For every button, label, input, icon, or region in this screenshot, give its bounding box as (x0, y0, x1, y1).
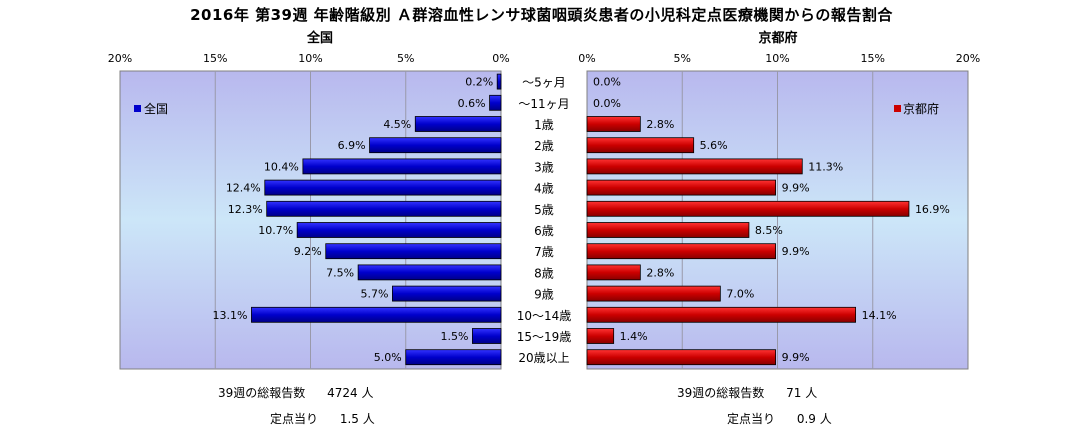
left-per-row: 定点当り 1.5 人 (270, 410, 375, 427)
data-label-kyoto: 2.8% (646, 266, 674, 279)
bar-zenkoku (296, 222, 502, 238)
category-label: 20歳以上 (518, 351, 569, 365)
data-label-zenkoku: 5.0% (374, 351, 402, 364)
bar-zenkoku (472, 328, 502, 344)
right-total-value: 71 人 (786, 386, 818, 400)
bar-zenkoku (251, 306, 502, 323)
category-label: 1歳 (534, 118, 554, 132)
bar-zenkoku (369, 137, 502, 154)
legend-label-zenkoku: 全国 (144, 101, 168, 116)
data-label-zenkoku: 12.3% (228, 203, 263, 216)
category-label: 5歳 (534, 203, 554, 217)
bar-zenkoku (266, 200, 502, 217)
data-label-kyoto: 8.5% (755, 224, 783, 237)
right-panel-title: 京都府 (758, 31, 798, 46)
data-label-zenkoku: 12.4% (226, 182, 261, 195)
bar-zenkoku (489, 94, 502, 111)
data-label-zenkoku: 0.6% (458, 97, 486, 110)
right-per-label: 定点当り (727, 412, 776, 426)
data-label-zenkoku: 4.5% (383, 118, 411, 131)
x-tick-label: 0% (492, 52, 509, 65)
category-label: 4歳 (534, 182, 554, 196)
category-label: 2歳 (534, 139, 554, 153)
data-label-kyoto: 9.9% (782, 245, 810, 258)
data-label-zenkoku: 0.2% (465, 76, 493, 89)
left-total-label: 39週の総報告数 (218, 386, 306, 400)
left-per-label: 定点当り (270, 412, 319, 426)
category-label: 8歳 (534, 266, 554, 280)
data-label-kyoto: 0.0% (593, 76, 621, 89)
x-tick-label: 15% (203, 52, 227, 65)
bar-kyoto (586, 158, 803, 175)
x-tick-label: 20% (108, 52, 132, 65)
category-label: ～5ヶ月 (522, 76, 566, 90)
category-label: 15～19歳 (517, 330, 572, 344)
category-label: 7歳 (534, 245, 554, 259)
data-label-zenkoku: 10.4% (264, 160, 299, 173)
data-label-kyoto: 16.9% (915, 203, 950, 216)
bar-zenkoku (392, 285, 502, 302)
x-tick-label: 10% (298, 52, 322, 65)
x-tick-label: 15% (861, 52, 885, 65)
bar-zenkoku (302, 158, 502, 175)
x-tick-label: 5% (674, 52, 691, 65)
bar-zenkoku (264, 179, 502, 196)
data-label-kyoto: 11.3% (808, 160, 843, 173)
x-tick-label: 10% (765, 52, 789, 65)
bar-kyoto (586, 116, 641, 132)
x-tick-label: 0% (578, 52, 595, 65)
data-label-kyoto: 14.1% (862, 309, 897, 322)
data-label-kyoto: 9.9% (782, 182, 810, 195)
data-label-kyoto: 2.8% (646, 118, 674, 131)
bar-zenkoku (496, 73, 502, 90)
data-label-zenkoku: 7.5% (326, 266, 354, 279)
category-label: 9歳 (534, 288, 554, 302)
category-label: 3歳 (534, 160, 554, 174)
left-panel-title: 全国 (306, 31, 333, 46)
bar-zenkoku (325, 243, 502, 260)
bar-zenkoku (414, 116, 502, 132)
legend-swatch-kyoto (894, 105, 901, 112)
bar-kyoto (586, 243, 776, 260)
data-label-zenkoku: 9.2% (294, 245, 322, 258)
left-per-value: 1.5 人 (339, 412, 375, 426)
right-total-row: 39週の総報告数 71 人 (677, 384, 817, 401)
data-label-kyoto: 0.0% (593, 97, 621, 110)
data-label-kyoto: 7.0% (726, 288, 754, 301)
data-label-kyoto: 1.4% (620, 330, 648, 343)
bar-zenkoku (405, 349, 502, 366)
left-total-row: 39週の総報告数 4724 人 (218, 384, 373, 401)
data-label-kyoto: 5.6% (700, 139, 728, 152)
bar-kyoto (586, 200, 910, 217)
category-label: ～11ヶ月 (518, 97, 569, 111)
data-label-zenkoku: 13.1% (212, 309, 247, 322)
category-label: 10～14歳 (517, 309, 572, 323)
right-total-label: 39週の総報告数 (677, 386, 765, 400)
x-tick-label: 5% (397, 52, 414, 65)
bar-kyoto (586, 264, 641, 281)
data-label-zenkoku: 10.7% (258, 224, 293, 237)
legend-swatch-zenkoku (134, 105, 141, 112)
data-label-kyoto: 9.9% (782, 351, 810, 364)
bar-kyoto (586, 349, 776, 366)
bar-kyoto (586, 222, 750, 238)
bar-kyoto (586, 306, 857, 323)
left-total-value: 4724 人 (327, 386, 374, 400)
right-per-value: 0.9 人 (796, 412, 832, 426)
bar-zenkoku (357, 264, 502, 281)
x-tick-label: 20% (956, 52, 980, 65)
chart-title: 2016年 第39週 年齢階級別 Ａ群溶血性レンサ球菌咽頭炎患者の小児科定点医療… (190, 6, 893, 24)
data-label-zenkoku: 6.9% (338, 139, 366, 152)
bar-kyoto (586, 285, 721, 302)
category-label: 6歳 (534, 224, 554, 238)
bar-kyoto (586, 179, 776, 196)
right-per-row: 定点当り 0.9 人 (727, 410, 832, 427)
data-label-zenkoku: 1.5% (440, 330, 468, 343)
legend-label-kyoto: 京都府 (903, 101, 939, 116)
bar-kyoto (586, 137, 695, 154)
data-label-zenkoku: 5.7% (360, 288, 388, 301)
bar-kyoto (586, 328, 615, 344)
